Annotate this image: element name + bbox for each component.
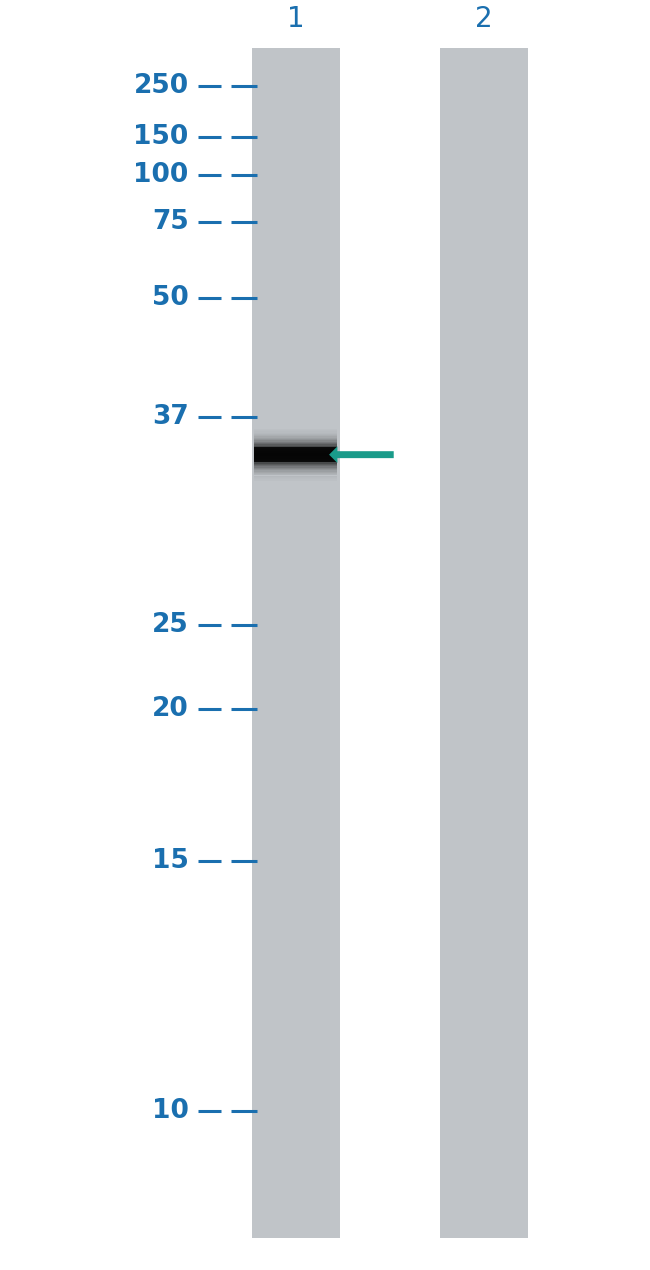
Bar bbox=[254, 442, 337, 443]
Text: 50: 50 bbox=[151, 286, 188, 311]
Bar bbox=[254, 437, 337, 438]
Bar bbox=[254, 452, 337, 453]
Bar bbox=[254, 478, 337, 479]
Bar bbox=[254, 432, 337, 433]
Bar bbox=[254, 450, 337, 451]
Text: 37: 37 bbox=[151, 404, 188, 429]
Bar bbox=[254, 474, 337, 475]
Text: 1: 1 bbox=[287, 5, 305, 33]
Bar bbox=[254, 438, 337, 439]
Bar bbox=[254, 428, 337, 429]
Text: 10: 10 bbox=[151, 1099, 188, 1124]
Bar bbox=[254, 467, 337, 469]
Bar bbox=[254, 470, 337, 471]
Bar bbox=[254, 443, 337, 444]
Bar bbox=[254, 466, 337, 467]
Bar bbox=[254, 455, 337, 456]
Bar bbox=[254, 458, 337, 460]
Text: 100: 100 bbox=[133, 163, 188, 188]
Bar bbox=[254, 453, 337, 455]
Bar bbox=[254, 451, 337, 452]
Bar bbox=[254, 448, 337, 450]
Text: 15: 15 bbox=[151, 848, 188, 874]
Bar bbox=[254, 476, 337, 478]
Bar bbox=[254, 446, 337, 447]
Bar bbox=[254, 469, 337, 470]
Text: 2: 2 bbox=[475, 5, 493, 33]
Bar bbox=[254, 462, 337, 464]
Bar bbox=[254, 439, 337, 441]
Bar bbox=[254, 434, 337, 436]
Bar bbox=[254, 433, 337, 434]
Bar bbox=[254, 471, 337, 472]
Bar bbox=[254, 479, 337, 480]
Bar bbox=[254, 460, 337, 461]
Bar bbox=[254, 465, 337, 466]
Bar bbox=[254, 447, 337, 462]
Bar bbox=[441, 48, 528, 1238]
Bar bbox=[254, 464, 337, 465]
Bar bbox=[254, 441, 337, 442]
Bar bbox=[252, 48, 339, 1238]
Text: 20: 20 bbox=[151, 696, 188, 721]
Text: 150: 150 bbox=[133, 124, 188, 150]
Bar bbox=[254, 431, 337, 432]
Bar bbox=[254, 457, 337, 458]
Bar bbox=[254, 456, 337, 457]
Text: 25: 25 bbox=[151, 612, 188, 638]
Bar bbox=[254, 475, 337, 476]
Text: 75: 75 bbox=[151, 210, 188, 235]
Text: 250: 250 bbox=[133, 74, 188, 99]
Bar bbox=[254, 444, 337, 446]
